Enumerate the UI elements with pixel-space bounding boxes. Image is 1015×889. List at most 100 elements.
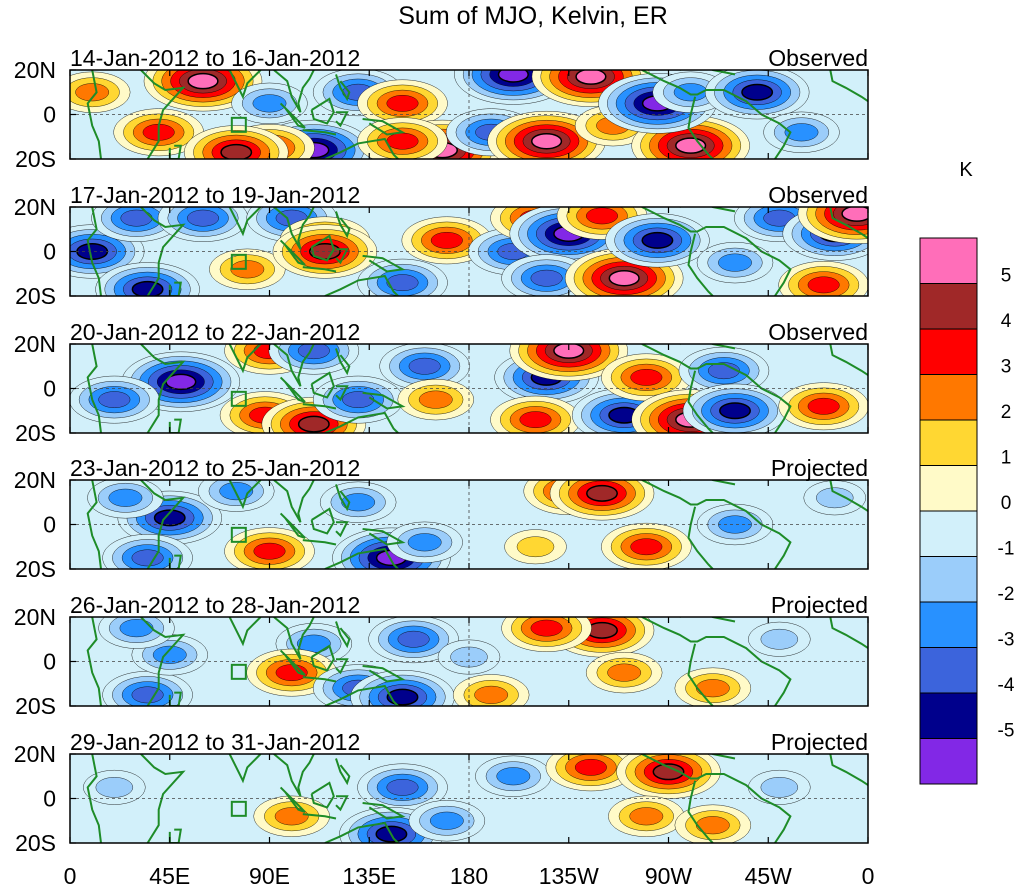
contour-level (131, 549, 164, 567)
anomaly-blob (501, 254, 592, 296)
anomaly-blob (209, 248, 286, 290)
anomaly-blob (357, 763, 448, 812)
panel-period: 20-Jan-2012 to 22-Jan-2012 (70, 319, 360, 345)
coastline (324, 684, 399, 706)
anomaly-blob (601, 522, 692, 569)
contour-level (253, 542, 286, 560)
coastline (335, 348, 351, 376)
coastlines (86, 70, 868, 159)
coastline (279, 512, 306, 539)
coastline (228, 70, 262, 100)
coastlines (86, 754, 868, 843)
anomaly-blob (696, 242, 774, 284)
anomaly-blob (368, 617, 459, 664)
coastline (335, 385, 349, 402)
x-tick-label: 180 (450, 863, 488, 889)
coastline (228, 480, 262, 510)
coastline (140, 70, 186, 159)
coastline (228, 207, 262, 237)
x-tick-label: 45W (745, 863, 793, 889)
coastline (324, 547, 399, 569)
coastline (279, 649, 306, 676)
contour-level (608, 269, 640, 287)
contour-level (108, 488, 143, 507)
y-tick-label: 20S (15, 146, 56, 172)
y-tick-label: 20N (14, 331, 56, 357)
coastline (687, 506, 714, 569)
contour-level (297, 344, 330, 360)
anomaly-blob (509, 344, 628, 381)
contour-level (574, 758, 607, 776)
contour-level (274, 807, 309, 826)
coastline (302, 129, 337, 136)
anomaly-blob (778, 382, 868, 431)
contour-level (816, 487, 854, 509)
coastline (140, 207, 186, 296)
coastline (324, 137, 399, 159)
colorbar: K 5 4 3 2 1 0 -1 -2 -3 -4 -5 (919, 159, 1015, 785)
coastline (228, 617, 262, 647)
coastline (335, 484, 351, 512)
coastline (362, 391, 406, 410)
panel-field (70, 207, 868, 296)
coastline (679, 754, 736, 760)
contour-level (519, 411, 552, 428)
island-marker (230, 526, 247, 543)
coastline (324, 411, 399, 433)
coastline (273, 207, 315, 250)
contour-level (516, 536, 555, 558)
contour-level (429, 811, 464, 830)
contour-level (496, 767, 531, 786)
contour-level (152, 645, 187, 664)
anomaly-blob (224, 527, 315, 569)
contour-level (707, 362, 740, 380)
contour-level (807, 397, 840, 415)
anomaly-blob (682, 383, 788, 433)
coastlines (86, 480, 868, 569)
anomaly-blob (312, 375, 404, 424)
coastline (829, 344, 868, 376)
panel-period: 23-Jan-2012 to 25-Jan-2012 (70, 455, 360, 481)
contour-level (187, 72, 219, 90)
coastline (335, 74, 351, 102)
anomaly-blob (475, 755, 552, 797)
coastline (335, 248, 349, 265)
coastline (273, 70, 315, 113)
contour-level (430, 232, 463, 249)
figure-title: Sum of MJO, Kelvin, ER (398, 2, 668, 30)
anomaly-blob (748, 769, 811, 805)
x-axis: 0 45E 90E 135E 180 135W 90W 45W 0 (64, 863, 875, 889)
anomaly-blob (549, 480, 655, 521)
contour-level (586, 207, 618, 225)
contour-level (474, 685, 509, 704)
panel-6: 20N 0 20S 29-Jan-2012 to 31-Jan-2012 Project… (14, 729, 869, 856)
contour-level (252, 94, 287, 113)
coastline (335, 521, 349, 538)
colorbar-swatch (919, 647, 978, 694)
coastline (310, 234, 335, 262)
colorbar-swatch (919, 419, 978, 466)
panel-field (70, 70, 868, 159)
anomaly-blob (490, 395, 581, 433)
anomaly-blob (397, 379, 474, 421)
coastline (679, 344, 736, 350)
y-tick-label: 20S (15, 420, 56, 446)
anomaly-blob (797, 207, 868, 244)
coastline (829, 480, 868, 512)
contour-level (386, 688, 419, 706)
coastline (362, 118, 406, 136)
coastline (829, 70, 868, 103)
coastline (302, 539, 337, 546)
panel-field (70, 754, 868, 843)
x-tick-label: 90E (249, 863, 290, 889)
colorbar-label: -2 (998, 584, 1015, 605)
anomaly-blob (87, 480, 164, 519)
contour-level (531, 132, 563, 150)
contour-level (95, 777, 134, 798)
y-tick-label: 20N (14, 57, 56, 83)
coastline (687, 643, 714, 706)
anomaly-blob (102, 671, 193, 706)
coastline (362, 665, 406, 683)
colorbar-label: 0 (1001, 493, 1012, 514)
